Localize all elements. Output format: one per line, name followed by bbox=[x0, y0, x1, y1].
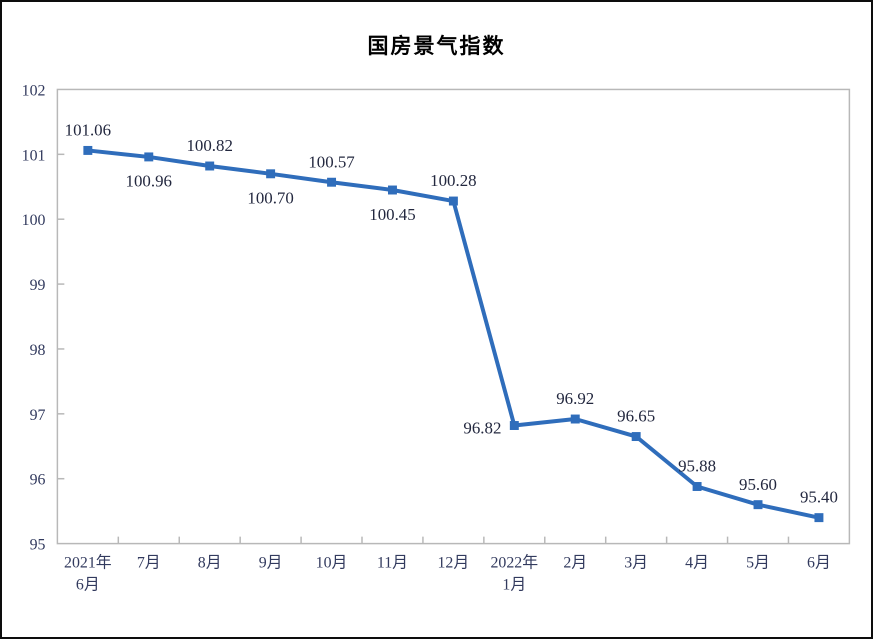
x-axis-tick-label: 1月 bbox=[502, 576, 526, 593]
data-point-marker bbox=[387, 185, 397, 195]
data-point-label: 101.06 bbox=[65, 121, 111, 140]
x-axis-tick-label: 5月 bbox=[746, 554, 770, 571]
y-axis-tick-label: 101 bbox=[22, 147, 46, 164]
data-point-marker bbox=[814, 513, 824, 523]
y-axis-tick-label: 100 bbox=[22, 212, 46, 229]
chart-title: 国房景气指数 bbox=[367, 35, 506, 58]
x-axis-tick-label: 10月 bbox=[316, 554, 348, 571]
data-point-label: 100.70 bbox=[247, 189, 293, 208]
data-point-marker bbox=[509, 421, 519, 430]
data-point-label: 96.65 bbox=[617, 407, 655, 426]
data-point-label: 100.82 bbox=[186, 136, 232, 155]
y-axis-tick-label: 96 bbox=[30, 472, 46, 489]
x-axis-tick-label: 3月 bbox=[624, 554, 648, 571]
data-point-label: 96.82 bbox=[463, 418, 501, 437]
data-point-marker bbox=[327, 177, 337, 187]
data-point-marker bbox=[205, 161, 215, 171]
plot-area-frame bbox=[56, 88, 851, 545]
data-point-label: 100.57 bbox=[308, 152, 354, 171]
data-point-marker bbox=[448, 196, 458, 206]
data-point-label: 100.96 bbox=[126, 172, 172, 191]
data-point-label: 100.28 bbox=[430, 171, 476, 190]
data-point-label: 95.40 bbox=[800, 488, 838, 507]
data-point-marker bbox=[266, 169, 276, 179]
data-point-label: 95.88 bbox=[678, 457, 716, 476]
data-point-marker bbox=[144, 152, 154, 162]
data-point-label: 95.60 bbox=[739, 475, 777, 494]
y-axis-tick-label: 95 bbox=[30, 537, 46, 554]
data-point-marker bbox=[753, 500, 763, 510]
x-axis-tick-label: 11月 bbox=[377, 554, 408, 571]
x-axis-tick-label: 12月 bbox=[438, 554, 470, 571]
y-axis-tick-label: 98 bbox=[30, 342, 46, 359]
data-point-marker bbox=[570, 414, 580, 424]
x-axis-tick-label: 2022年 bbox=[490, 553, 538, 571]
x-axis-tick-label: 6月 bbox=[76, 576, 100, 593]
y-axis-tick-label: 97 bbox=[30, 407, 46, 424]
data-point-label: 100.45 bbox=[369, 205, 415, 224]
x-axis-tick-label: 8月 bbox=[198, 554, 222, 571]
data-point-marker bbox=[83, 145, 93, 155]
y-axis-tick-label: 102 bbox=[22, 82, 46, 99]
x-axis-tick-label: 9月 bbox=[259, 554, 283, 571]
data-point-marker bbox=[692, 482, 702, 491]
x-axis-tick-label: 7月 bbox=[137, 554, 161, 571]
x-axis-tick-label: 2月 bbox=[563, 554, 587, 571]
x-axis-tick-label: 2021年 bbox=[64, 553, 112, 571]
y-axis-tick-label: 99 bbox=[30, 277, 46, 294]
data-point-label: 96.92 bbox=[556, 389, 594, 408]
x-axis-tick-label: 4月 bbox=[685, 554, 709, 571]
data-point-marker bbox=[631, 432, 641, 442]
x-axis-tick-label: 6月 bbox=[807, 554, 831, 571]
